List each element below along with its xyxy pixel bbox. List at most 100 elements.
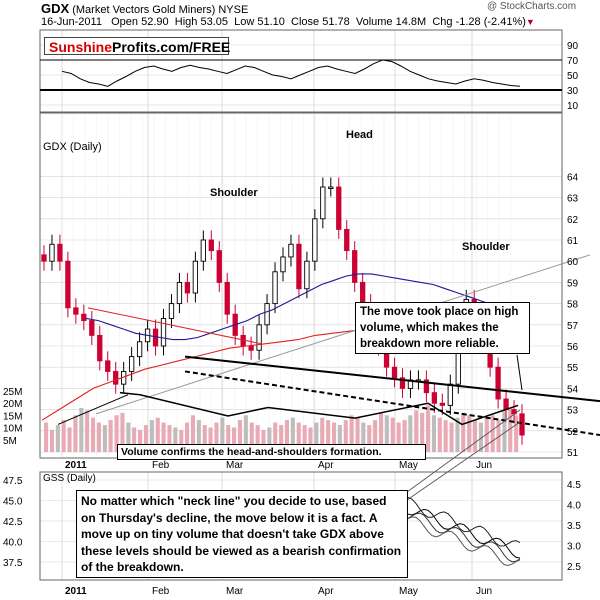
price-candle — [105, 360, 111, 372]
axis-tick-labels: 10 30 50 70 90 51 52 53 54 55 56 57 58 59 60 61 62 63 64 20… — [3, 41, 581, 597]
price-candle — [49, 243, 55, 262]
price-candle — [447, 383, 453, 406]
price-candle — [89, 320, 95, 336]
volume-bar — [449, 422, 454, 452]
volume-bar — [214, 422, 219, 452]
price-candle — [192, 260, 199, 294]
price-candle — [280, 256, 286, 273]
volume-bar — [185, 422, 190, 452]
volume-bar — [226, 425, 231, 453]
volume-bar — [337, 425, 342, 453]
gss-right-tick-label: 4.0 — [567, 501, 581, 512]
volume-bar — [202, 425, 207, 453]
volume-bar — [402, 420, 407, 452]
gss-left-tick-label: 47.5 — [3, 476, 23, 487]
price-candle — [136, 341, 143, 358]
gss-panel-frame — [39, 471, 563, 581]
right-shoulder-label: Shoulder — [462, 241, 510, 253]
quote-date: 16-Jun-2011 — [41, 16, 102, 28]
neckline-pointer — [406, 409, 521, 493]
volume-bar — [373, 420, 378, 452]
volume-bar — [132, 427, 137, 452]
quote-line: 16-Jun-2011 Open 52.90 High 53.05 Low 51… — [41, 16, 535, 28]
down-arrow-icon: ▼ — [525, 17, 535, 27]
price-candle — [328, 186, 334, 189]
volume-bar — [273, 422, 278, 452]
volume-bar — [502, 410, 507, 453]
chart-header: GDX (Market Vectors Gold Miners) NYSE — [41, 1, 248, 16]
dashed-neck-line — [184, 370, 600, 437]
volume-bar — [138, 429, 143, 452]
price-candle — [176, 281, 183, 305]
price-candle — [399, 377, 406, 389]
month-tick-label: Apr — [318, 460, 334, 471]
price-candle — [344, 228, 350, 252]
volume-bar — [461, 412, 466, 452]
price-candle — [113, 370, 119, 385]
volume-bar — [73, 415, 78, 453]
price-candle — [224, 281, 230, 315]
price-tick-label: 64 — [567, 172, 579, 183]
volume-bar — [308, 427, 313, 452]
price-candle — [336, 186, 342, 230]
indicator-series-line — [61, 59, 521, 87]
volume-bar — [390, 417, 395, 452]
volume-bars — [44, 405, 519, 453]
price-tick-label: 57 — [567, 321, 579, 332]
volume-bar — [414, 410, 419, 453]
gss-lines — [399, 496, 521, 567]
volume-bar — [85, 410, 90, 453]
price-candle — [360, 281, 366, 305]
volume-bar — [102, 425, 107, 453]
price-candle — [152, 328, 159, 347]
volume-bar — [96, 422, 101, 452]
volume-tick-label: 20M — [3, 399, 22, 410]
neckline-pointer — [406, 421, 521, 501]
volume-bar — [437, 417, 442, 452]
volume-bar — [296, 422, 301, 452]
indicator-line — [61, 59, 521, 87]
volume-left-line — [57, 394, 129, 425]
price-candle — [320, 186, 326, 220]
price-candle — [296, 243, 302, 290]
volume-bar — [255, 425, 260, 453]
volume-bar — [179, 429, 184, 452]
ma50-line — [85, 273, 521, 341]
solid-neck-line — [184, 355, 600, 403]
volume-bar — [190, 415, 195, 453]
price-tick-label: 59 — [567, 278, 579, 289]
volume-bar — [237, 420, 242, 452]
price-panel-title: GDX (Daily) — [43, 141, 102, 153]
volume-bar — [361, 422, 366, 452]
volume-bar — [155, 417, 160, 452]
indicator-panel-frame — [39, 29, 563, 113]
volume-bar — [49, 429, 54, 452]
left-shoulder-label: Shoulder — [210, 187, 258, 199]
price-candle — [208, 239, 214, 252]
volume-bar — [290, 417, 295, 452]
month-tick-label: 2011 — [65, 460, 87, 471]
volume-bar — [314, 422, 319, 452]
volume-bar — [514, 415, 519, 453]
price-candle — [352, 250, 358, 283]
gss-right-tick-label: 2.5 — [567, 562, 581, 573]
month-tick-label: May — [399, 586, 418, 597]
price-candle — [439, 402, 445, 406]
volume-note: Volume confirms the head-and-shoulders f… — [117, 444, 426, 460]
brand-logo: SunshineProfits.com/FREE — [44, 37, 230, 55]
volume-bar — [384, 415, 389, 453]
month-tick-label: Jun — [476, 460, 492, 471]
price-tick-label: 61 — [567, 236, 579, 247]
gss-series-line — [399, 512, 521, 563]
volume-bar — [143, 425, 148, 453]
volume-bar — [232, 427, 237, 452]
price-candle — [431, 392, 438, 404]
volume-bar — [326, 420, 331, 452]
volume-tick-label: 25M — [3, 387, 22, 398]
price-candle — [216, 250, 222, 283]
indicator-tick-label: 50 — [567, 71, 579, 82]
volume-bar — [79, 407, 84, 452]
price-tick-label: 53 — [567, 406, 579, 417]
price-tick-label: 54 — [567, 384, 579, 395]
volume-bar — [261, 429, 266, 452]
